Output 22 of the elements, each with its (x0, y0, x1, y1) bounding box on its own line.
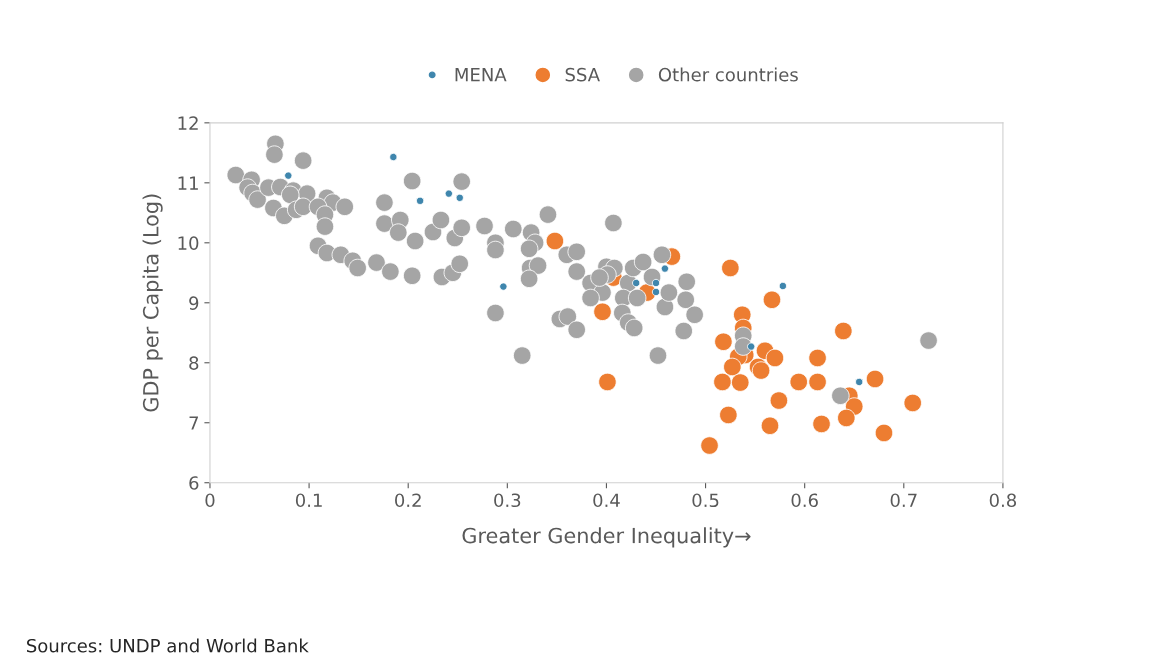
x-tick-label: 0.4 (593, 493, 620, 508)
legend-label: MENA (455, 68, 507, 82)
y-tick-label: 12 (178, 116, 198, 130)
y-tick-label: 6 (189, 476, 199, 490)
x-tick-label: 0.7 (890, 493, 917, 508)
x-tick-label: 0.2 (395, 493, 421, 508)
x-tick-label: 0.1 (295, 493, 322, 508)
x-tick-label: 0.8 (989, 493, 1017, 508)
source-note: Sources: UNDP and World Bank (27, 638, 309, 653)
y-tick-label: 8 (189, 356, 199, 370)
y-tick-label: 10 (178, 236, 199, 250)
x-axis-title: Greater Gender Inequality→ (462, 527, 751, 548)
x-tick-label: 0.3 (494, 493, 521, 508)
x-tick-label: 0.5 (692, 493, 719, 508)
y-tick-label: 7 (189, 416, 199, 430)
legend-label: Other countries (658, 67, 798, 82)
y-tick-label: 11 (178, 176, 198, 190)
legend-label: SSA (565, 67, 600, 82)
y-axis-title: GDP per Capita (Log) (142, 194, 163, 412)
x-tick-label: 0 (205, 493, 215, 508)
x-tick-label: 0.6 (791, 493, 818, 508)
y-tick-label: 9 (189, 296, 199, 310)
